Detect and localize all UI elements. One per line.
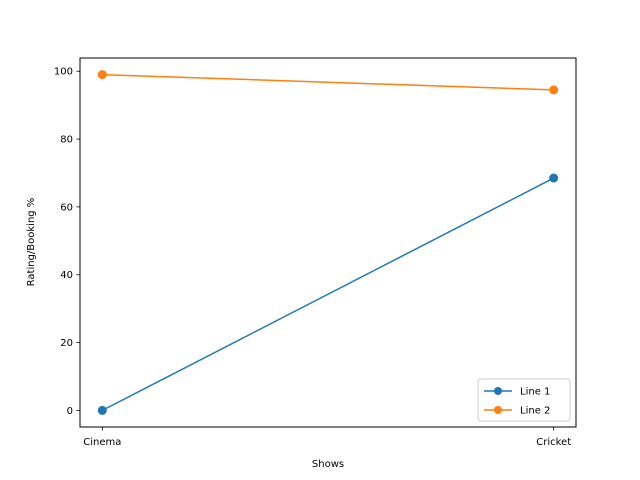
plot-area [97, 70, 559, 415]
series-1-point [549, 173, 559, 183]
y-tick-label: 20 [60, 338, 73, 349]
x-axis-label: Shows [312, 459, 344, 470]
legend: Line 1 Line 2 [477, 378, 571, 422]
y-tick-label: 40 [60, 270, 73, 281]
x-axis-ticks: Cinema Cricket [83, 427, 571, 448]
y-axis-label: Rating/Booking % [26, 198, 37, 287]
series-2-point [549, 85, 559, 95]
y-tick-label: 60 [60, 202, 73, 213]
y-tick-label: 100 [54, 67, 73, 78]
legend-marker-1 [494, 387, 502, 395]
series-line-2 [102, 73, 554, 91]
series-line-1 [101, 177, 555, 412]
y-axis-ticks: 0 20 40 60 80 100 [54, 67, 80, 417]
legend-marker-2 [494, 406, 502, 414]
y-tick-label: 0 [67, 406, 73, 417]
x-tick-label: Cricket [536, 437, 571, 448]
legend-label-2: Line 2 [520, 406, 550, 417]
series-2-point [97, 70, 107, 80]
x-tick-label: Cinema [83, 437, 121, 448]
legend-label-1: Line 1 [520, 387, 550, 398]
y-tick-label: 80 [60, 135, 73, 146]
axes-frame [79, 57, 577, 428]
series-1-point [97, 405, 107, 415]
